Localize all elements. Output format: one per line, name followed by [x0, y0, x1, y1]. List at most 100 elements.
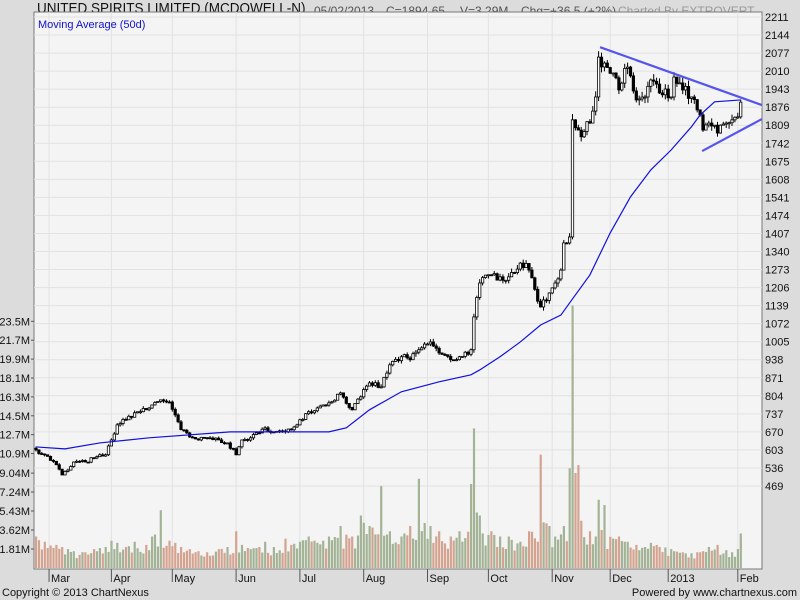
- candle: [681, 76, 685, 95]
- candle-body: [295, 424, 299, 428]
- candle: [92, 457, 96, 460]
- candle-body: [115, 424, 119, 435]
- volume-bar: [194, 552, 197, 568]
- volume-bar: [661, 552, 664, 568]
- volume-bar: [113, 549, 116, 568]
- candle: [376, 380, 380, 389]
- volume-bar: [124, 547, 128, 568]
- candle-body: [356, 398, 360, 404]
- volume-bar: [597, 499, 600, 568]
- volume-bar: [438, 531, 441, 568]
- candle: [495, 272, 499, 281]
- candle: [214, 437, 218, 442]
- volume-bar: [261, 552, 264, 568]
- candle: [405, 352, 409, 360]
- candle-body: [739, 101, 743, 118]
- candle: [626, 62, 630, 75]
- candle-body: [54, 460, 58, 466]
- candle-body: [144, 408, 148, 411]
- candle-body: [449, 356, 453, 361]
- volume-bar: [98, 548, 101, 568]
- candle: [347, 402, 351, 410]
- candle: [399, 354, 404, 364]
- candle-body: [483, 274, 488, 278]
- candle: [544, 297, 549, 304]
- candle-body: [736, 116, 740, 119]
- price-tick-label: 1876: [765, 102, 789, 114]
- price-tick-label: 1474: [765, 210, 789, 222]
- candle-body: [617, 77, 621, 91]
- volume-bar: [37, 540, 41, 568]
- price-tick-label: 670: [765, 427, 783, 439]
- candle-body: [533, 277, 537, 290]
- candle-body: [138, 411, 142, 414]
- volume-bar: [499, 536, 502, 568]
- candle: [237, 445, 241, 456]
- candle-body: [460, 355, 464, 358]
- candle-body: [408, 357, 412, 361]
- volume-bar: [110, 540, 113, 568]
- volume-bar: [449, 536, 452, 568]
- powered-by-link[interactable]: Powered by www.chartnexus.com: [631, 587, 797, 599]
- price-tick-label: 1675: [765, 156, 789, 168]
- candle: [112, 432, 116, 441]
- volume-bar: [629, 547, 632, 568]
- candle: [446, 354, 450, 359]
- candle-body: [240, 439, 244, 448]
- candle-body: [640, 96, 644, 100]
- price-tick-label: 2077: [765, 48, 789, 60]
- volume-bar: [548, 526, 551, 568]
- candle-body: [341, 392, 346, 398]
- candle: [568, 233, 572, 245]
- volume-bar: [127, 546, 130, 568]
- candle-body: [118, 423, 122, 426]
- volume-bar: [296, 548, 299, 568]
- candle: [219, 437, 224, 444]
- volume-tick-label: 23.5M: [0, 316, 30, 328]
- volume-bar: [325, 548, 328, 568]
- candle-body: [420, 347, 424, 351]
- candle: [106, 444, 111, 457]
- candle: [228, 441, 232, 450]
- overlays: [35, 46, 763, 450]
- volume-bar: [327, 536, 331, 568]
- candle-body: [631, 75, 636, 92]
- month-label: Mar: [51, 573, 70, 585]
- candle: [576, 124, 580, 131]
- volume-bar: [687, 557, 690, 568]
- candle: [208, 435, 212, 440]
- candle: [489, 274, 493, 277]
- volume-tick-label: 21.7M: [0, 335, 30, 347]
- candle: [509, 268, 514, 278]
- volume-tick-label: 14.5M: [0, 411, 30, 423]
- volume-bar: [403, 533, 406, 568]
- candle: [362, 387, 366, 399]
- month-label: Sep: [430, 573, 450, 585]
- candle: [104, 453, 108, 457]
- candle-body: [504, 279, 508, 282]
- candle-body: [86, 461, 90, 464]
- volume-bar: [461, 541, 464, 568]
- candle: [40, 451, 44, 455]
- volume-bar: [142, 553, 145, 568]
- month-label: Feb: [740, 573, 759, 585]
- month-label: May: [174, 573, 195, 585]
- candle-body: [69, 466, 73, 471]
- volume-bar: [481, 533, 484, 568]
- candle: [715, 121, 720, 137]
- candle: [248, 436, 253, 442]
- candle-body: [101, 454, 105, 457]
- candle-body: [130, 415, 134, 418]
- candle-body: [446, 354, 450, 357]
- candle: [379, 384, 383, 389]
- volume-bar: [388, 531, 391, 568]
- candle-body: [193, 437, 198, 440]
- candle: [585, 121, 589, 136]
- candle-body: [628, 66, 633, 77]
- candle: [43, 453, 47, 457]
- volume-bar: [420, 531, 423, 568]
- volume-bar: [95, 551, 99, 568]
- candle-body: [585, 121, 589, 132]
- candle: [498, 273, 502, 282]
- volume-bar: [551, 547, 554, 568]
